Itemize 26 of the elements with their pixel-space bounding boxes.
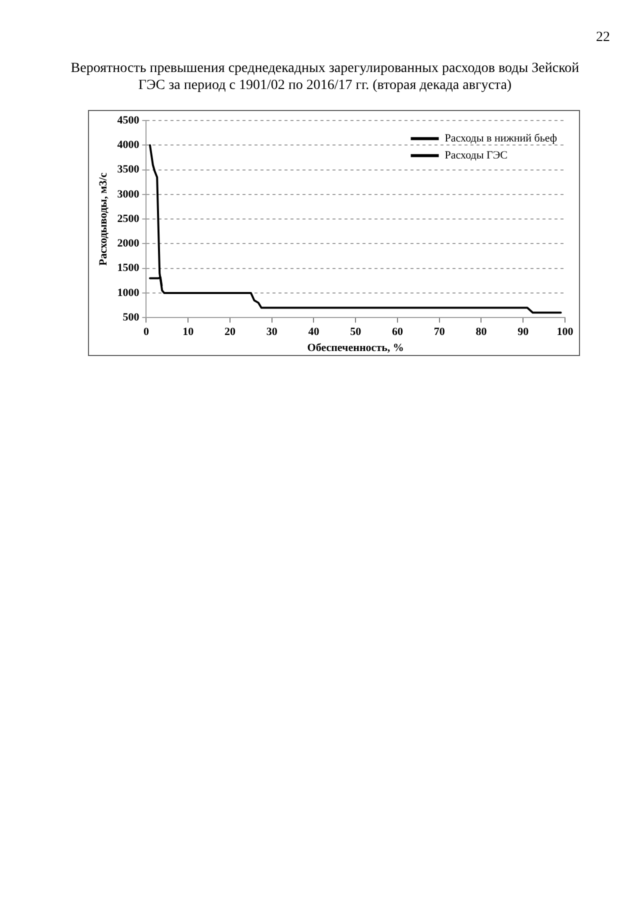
legend-label: Расходы в нижний бьеф [444, 132, 558, 144]
x-tick-label: 50 [350, 326, 362, 338]
x-axis-title: Обеспеченность, % [307, 342, 404, 354]
x-tick-label: 90 [518, 326, 530, 338]
x-tick-label: 80 [476, 326, 488, 338]
y-tick-label: 4000 [117, 139, 140, 152]
x-tick-label: 100 [556, 326, 574, 338]
x-tick-label: 30 [266, 326, 278, 338]
y-tick-label: 3500 [117, 164, 140, 176]
x-tick-label: 70 [434, 326, 446, 338]
y-tick-label: 4500 [117, 114, 140, 126]
x-tick-label: 20 [224, 326, 236, 338]
y-tick-label: 500 [122, 311, 140, 324]
x-tick-label: 10 [182, 326, 194, 338]
text: 22 [596, 30, 610, 46]
y-axis-title: Расходыводы, м3/с [97, 172, 110, 266]
y-tick-label: 1000 [117, 286, 140, 299]
y-tick-label: 2000 [117, 238, 140, 250]
legend-label: Расходы ГЭС [444, 149, 508, 162]
y-tick-label: 3000 [117, 188, 140, 200]
x-tick-label: 0 [143, 326, 150, 338]
x-tick-label: 40 [308, 326, 320, 338]
chart-title: Вероятность превышения среднедекадных зарегулированных расходов воды Зейской ГЭС за период с 1901/02 по 2016/17 гг. (вторая декада августа) [70, 60, 580, 94]
x-tick-label: 60 [392, 326, 404, 338]
y-tick-label: 1500 [117, 262, 140, 274]
y-tick-label: 2500 [117, 212, 140, 225]
